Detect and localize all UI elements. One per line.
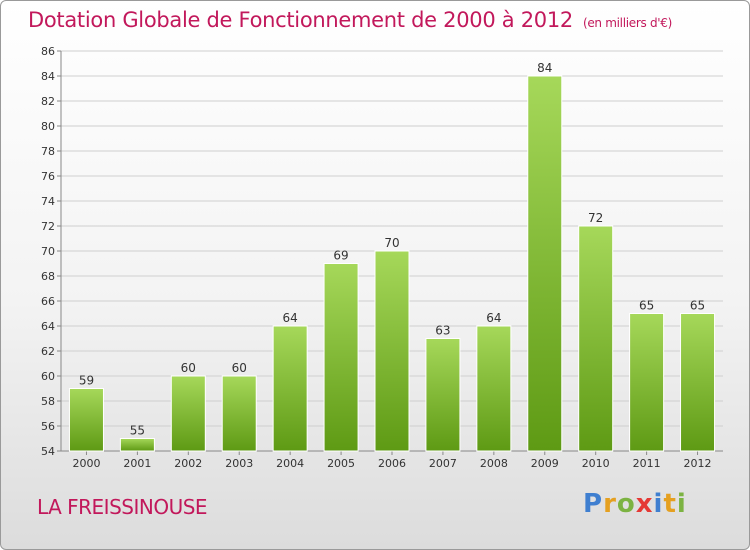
bar-value-label: 63	[435, 324, 450, 338]
bars	[68, 75, 716, 452]
bar-value-label: 69	[333, 249, 348, 263]
x-tick-label: 2002	[174, 457, 202, 470]
x-tick-label: 2008	[480, 457, 508, 470]
bar-value-label: 60	[232, 361, 247, 375]
chart-title: Dotation Globale de Fonctionnement de 20…	[28, 8, 672, 32]
y-tick-label: 60	[41, 370, 55, 383]
bar-value-label: 55	[130, 424, 145, 438]
bar-2001	[119, 438, 155, 452]
bar-2003	[221, 375, 257, 452]
logo-letter: o	[616, 489, 636, 519]
y-tick-label: 70	[41, 245, 55, 258]
x-tick-label: 2005	[327, 457, 355, 470]
bar-2002	[170, 375, 206, 452]
chart-subtitle: (en milliers d'€)	[582, 16, 672, 30]
x-tick-label: 2010	[582, 457, 610, 470]
logo-letter: i	[653, 489, 664, 519]
y-tick-label: 58	[41, 395, 55, 408]
bar-2010	[578, 225, 614, 452]
x-tick-label: 2000	[72, 457, 100, 470]
x-tick-label: 2003	[225, 457, 253, 470]
chart-title-text: Dotation Globale de Fonctionnement de 20…	[28, 8, 573, 32]
bar-value-label: 72	[588, 211, 603, 225]
y-tick-label: 66	[41, 295, 55, 308]
y-tick-label: 68	[41, 270, 55, 283]
x-tick-label: 2011	[633, 457, 661, 470]
bar-value-label: 84	[537, 61, 552, 75]
y-tick-label: 62	[41, 345, 55, 358]
y-tick-label: 64	[41, 320, 55, 333]
y-tick-label: 76	[41, 170, 55, 183]
bar-value-label: 65	[690, 299, 705, 313]
logo-letter: i	[676, 489, 687, 519]
bar-2006	[374, 250, 410, 452]
labels: 59 2000 55 2001 60 2002 60 2003 64 2004 69 2005 70 20…	[72, 61, 711, 470]
bar-value-label: 70	[384, 236, 399, 250]
y-tick-label: 84	[41, 70, 55, 83]
y-tick-label: 54	[41, 445, 55, 458]
x-tick-label: 2007	[429, 457, 457, 470]
logo-letter: t	[663, 489, 677, 519]
y-tick-label: 78	[41, 145, 55, 158]
x-tick-label: 2006	[378, 457, 406, 470]
x-tick-label: 2012	[684, 457, 712, 470]
bar-value-label: 64	[283, 311, 298, 325]
bar-2012	[680, 313, 716, 452]
bar-value-label: 64	[486, 311, 501, 325]
x-tick-label: 2001	[123, 457, 151, 470]
bar-2004	[272, 325, 308, 452]
bar-2011	[629, 313, 665, 452]
y-tick-label: 86	[41, 45, 55, 58]
x-tick-label: 2004	[276, 457, 304, 470]
bar-value-label: 59	[79, 374, 94, 388]
logo-letter: r	[603, 489, 617, 519]
y-tick-label: 74	[41, 195, 55, 208]
bar-2000	[68, 388, 104, 452]
bar-value-label: 65	[639, 299, 654, 313]
proxiti-logo[interactable]: Proxiti	[583, 489, 687, 519]
y-tick-label: 82	[41, 95, 55, 108]
y-tick-label: 56	[41, 420, 55, 433]
logo-letter: x	[635, 489, 654, 519]
bar-2007	[425, 338, 461, 452]
y-tick-label: 72	[41, 220, 55, 233]
commune-name: LA FREISSINOUSE	[37, 495, 208, 519]
bar-2008	[476, 325, 512, 452]
logo-letter: P	[583, 489, 604, 519]
bar-value-label: 60	[181, 361, 196, 375]
x-tick-label: 2009	[531, 457, 559, 470]
y-tick-label: 80	[41, 120, 55, 133]
bar-2009	[527, 75, 563, 452]
bar-2005	[323, 263, 359, 452]
